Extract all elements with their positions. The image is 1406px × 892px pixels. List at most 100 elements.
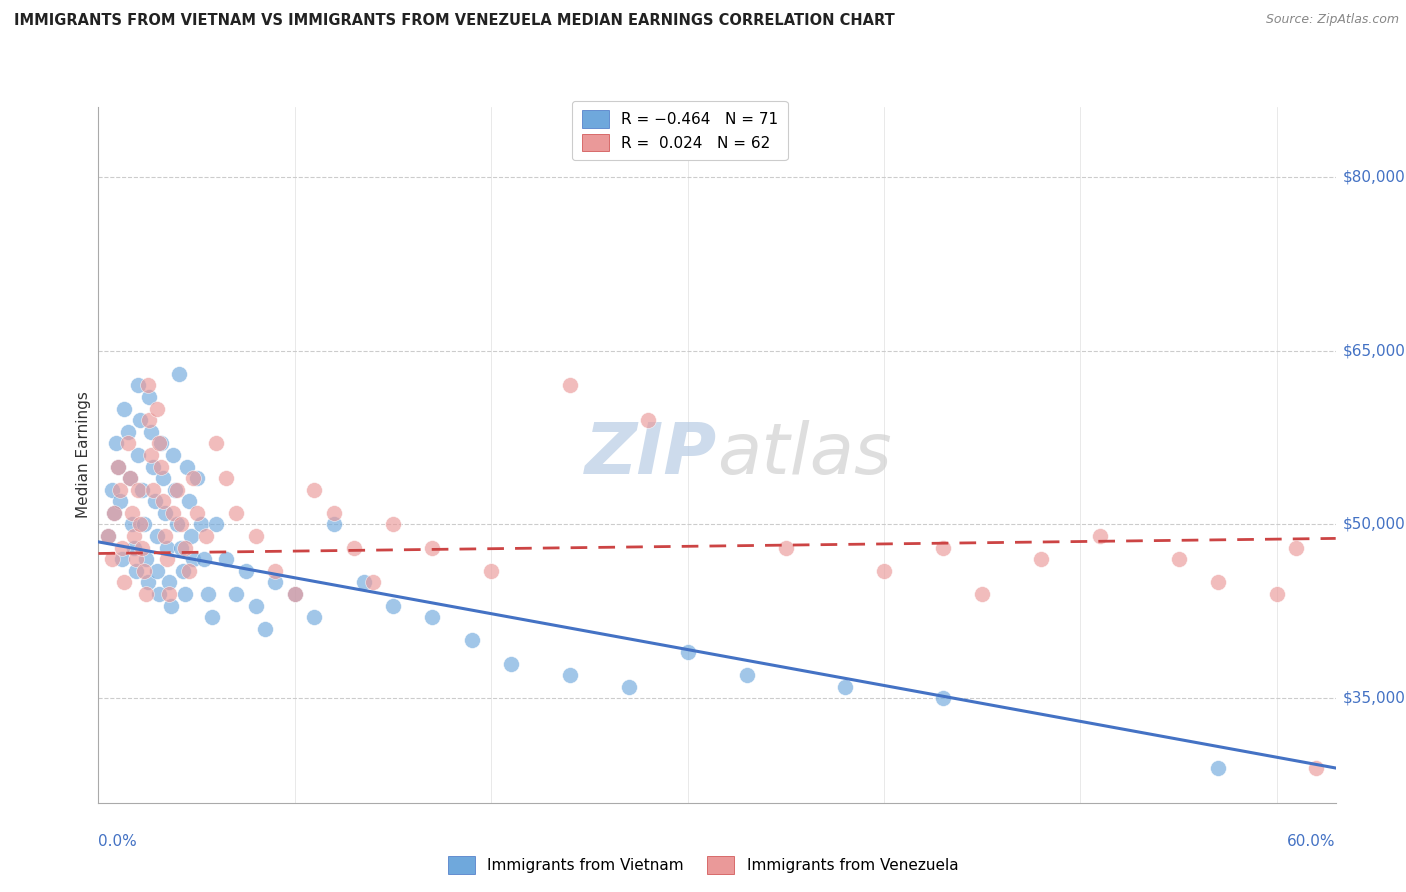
Point xyxy=(108,483,131,497)
Point xyxy=(177,564,200,578)
Point xyxy=(107,459,129,474)
Text: $50,000: $50,000 xyxy=(1343,517,1406,532)
Text: $65,000: $65,000 xyxy=(1343,343,1406,358)
Point xyxy=(152,471,174,485)
Text: $80,000: $80,000 xyxy=(1343,169,1406,184)
Point xyxy=(180,529,202,543)
Point xyxy=(160,599,183,613)
Point xyxy=(118,471,141,485)
Point xyxy=(972,587,994,601)
Point xyxy=(215,471,238,485)
Point xyxy=(775,541,797,555)
Point xyxy=(103,506,125,520)
Point xyxy=(1029,552,1052,566)
Point xyxy=(146,401,169,416)
Point xyxy=(637,413,659,427)
Point xyxy=(153,506,176,520)
Point xyxy=(1265,587,1288,601)
Point xyxy=(173,541,195,555)
Point xyxy=(558,378,581,392)
Point xyxy=(125,564,148,578)
Point xyxy=(479,564,502,578)
Point xyxy=(162,448,184,462)
Point xyxy=(138,390,160,404)
Point xyxy=(201,610,224,624)
Point xyxy=(676,645,699,659)
Point xyxy=(141,448,163,462)
Point xyxy=(304,610,326,624)
Point xyxy=(128,413,150,427)
Point xyxy=(1206,575,1229,590)
Point xyxy=(121,506,143,520)
Point xyxy=(135,552,157,566)
Point xyxy=(177,494,200,508)
Point xyxy=(111,541,134,555)
Point xyxy=(617,680,640,694)
Legend: Immigrants from Vietnam, Immigrants from Venezuela: Immigrants from Vietnam, Immigrants from… xyxy=(441,850,965,880)
Point xyxy=(181,471,204,485)
Point xyxy=(323,506,346,520)
Point xyxy=(167,367,190,381)
Text: atlas: atlas xyxy=(717,420,891,490)
Point xyxy=(363,575,385,590)
Point xyxy=(264,575,287,590)
Point xyxy=(1088,529,1111,543)
Point xyxy=(136,575,159,590)
Point xyxy=(558,668,581,682)
Point xyxy=(264,564,287,578)
Point xyxy=(304,483,326,497)
Point xyxy=(135,587,157,601)
Point xyxy=(186,471,208,485)
Point xyxy=(117,436,139,450)
Point xyxy=(382,517,405,532)
Point xyxy=(101,552,124,566)
Point xyxy=(117,425,139,439)
Point xyxy=(131,483,153,497)
Point xyxy=(148,436,170,450)
Point xyxy=(142,483,165,497)
Point xyxy=(157,587,180,601)
Point xyxy=(146,564,169,578)
Point xyxy=(205,517,228,532)
Point xyxy=(1305,761,1327,775)
Point xyxy=(186,506,208,520)
Point xyxy=(122,529,145,543)
Point xyxy=(323,517,346,532)
Point xyxy=(131,541,153,555)
Point xyxy=(125,552,148,566)
Point xyxy=(108,494,131,508)
Point xyxy=(420,610,443,624)
Point xyxy=(284,587,307,601)
Point xyxy=(107,459,129,474)
Point xyxy=(1167,552,1189,566)
Point xyxy=(112,401,135,416)
Point xyxy=(1285,541,1308,555)
Point xyxy=(111,552,134,566)
Point xyxy=(172,564,194,578)
Point xyxy=(103,506,125,520)
Point xyxy=(284,587,307,601)
Point xyxy=(141,425,163,439)
Point xyxy=(353,575,375,590)
Text: 60.0%: 60.0% xyxy=(1288,834,1336,849)
Point xyxy=(163,483,186,497)
Point xyxy=(142,459,165,474)
Point xyxy=(420,541,443,555)
Point xyxy=(127,483,149,497)
Point xyxy=(127,448,149,462)
Point xyxy=(152,494,174,508)
Point xyxy=(176,459,198,474)
Point xyxy=(156,552,179,566)
Point xyxy=(343,541,366,555)
Point xyxy=(150,436,173,450)
Point xyxy=(97,529,120,543)
Point xyxy=(932,691,955,706)
Point xyxy=(181,552,204,566)
Point xyxy=(156,541,179,555)
Point xyxy=(205,436,228,450)
Point xyxy=(193,552,215,566)
Point xyxy=(254,622,277,636)
Point xyxy=(932,541,955,555)
Point xyxy=(190,517,212,532)
Point xyxy=(132,517,155,532)
